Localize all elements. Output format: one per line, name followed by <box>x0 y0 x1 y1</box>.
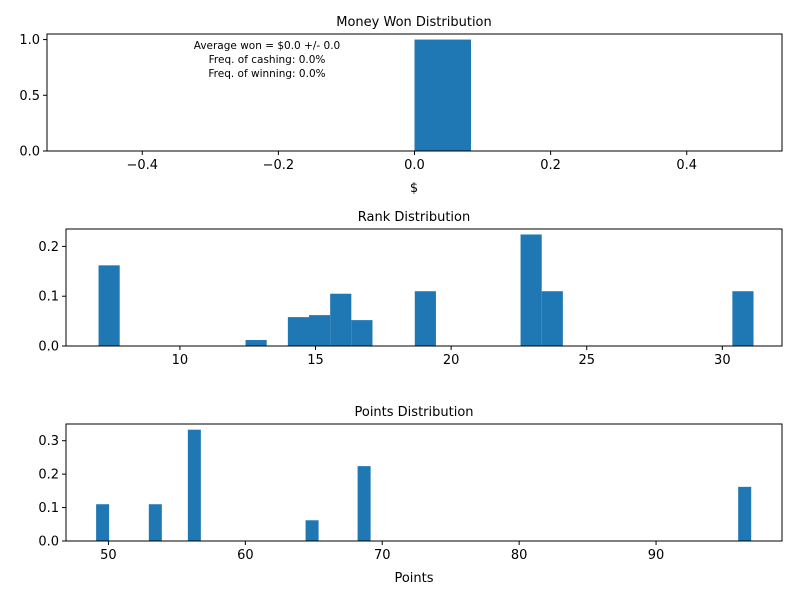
money-won-xtick-label-0: −0.4 <box>126 158 158 173</box>
points-bar-3 <box>305 520 319 541</box>
points-title: Points Distribution <box>354 405 473 420</box>
rank-xtick-label-0: 10 <box>172 353 189 368</box>
rank-bar-1 <box>245 340 267 346</box>
money-won-xtick-label-3: 0.2 <box>540 158 561 173</box>
rank-xtick-label-3: 25 <box>578 353 595 368</box>
points-xtick-label-0: 50 <box>100 548 117 563</box>
money-won-annotation-average: Average won = $0.0 +/- 0.0 <box>194 40 340 52</box>
points-xtick-label-1: 60 <box>237 548 254 563</box>
points-bar-5 <box>738 486 752 541</box>
points-chart: Points Distribution 50 60 70 80 90 0.0 0.1 0.2 0… <box>38 405 783 586</box>
money-won-ytick-label-0: 0.0 <box>19 145 40 160</box>
money-won-annotation-cashing: Freq. of cashing: 0.0% <box>209 54 326 66</box>
rank-bar-5 <box>351 320 373 346</box>
rank-bar-4 <box>330 293 352 346</box>
rank-bar-2 <box>287 317 310 346</box>
points-axes-frame <box>65 423 783 542</box>
points-bar-4 <box>357 466 371 541</box>
rank-ytick-label-1: 0.1 <box>38 290 59 305</box>
points-bar-1 <box>148 504 162 541</box>
rank-bar-3 <box>309 315 331 346</box>
rank-chart: Rank Distribution 10 15 20 25 30 0.0 0.1 0.2 <box>38 210 783 368</box>
points-ytick-label-0: 0.0 <box>38 535 59 550</box>
points-ytick-label-2: 0.2 <box>38 468 59 483</box>
points-xlabel: Points <box>394 571 433 586</box>
money-won-title: Money Won Distribution <box>336 15 492 30</box>
money-won-axes-frame <box>46 33 783 152</box>
rank-bar-0 <box>98 265 120 346</box>
rank-title: Rank Distribution <box>358 210 470 225</box>
rank-ytick-label-0: 0.0 <box>38 340 59 355</box>
points-xtick-label-3: 80 <box>511 548 528 563</box>
points-bar-2 <box>187 429 201 541</box>
rank-axes-frame <box>65 228 783 347</box>
money-won-bars <box>414 39 471 152</box>
rank-bar-8 <box>541 291 563 346</box>
points-bars <box>96 429 752 541</box>
money-won-xtick-label-2: 0.0 <box>404 158 425 173</box>
rank-xtick-label-2: 20 <box>443 353 460 368</box>
rank-bar-6 <box>414 291 436 346</box>
rank-ticks: 10 15 20 25 30 0.0 0.1 0.2 <box>38 240 730 368</box>
rank-xtick-label-1: 15 <box>307 353 324 368</box>
money-won-xtick-label-4: 0.4 <box>676 158 697 173</box>
rank-xtick-label-4: 30 <box>714 353 731 368</box>
money-won-ytick-label-2: 1.0 <box>19 33 40 48</box>
rank-ytick-label-2: 0.2 <box>38 240 59 255</box>
money-won-xtick-label-1: −0.2 <box>263 158 295 173</box>
rank-bars <box>98 234 754 346</box>
money-won-annotation-winning: Freq. of winning: 0.0% <box>208 68 325 80</box>
money-won-ytick-label-1: 0.5 <box>19 89 40 104</box>
money-won-bar-0 <box>414 39 471 152</box>
points-xtick-label-4: 90 <box>648 548 665 563</box>
money-won-ticks: −0.4 −0.2 0.0 0.2 0.4 0.0 0.5 1.0 <box>19 33 697 173</box>
points-ticks: 50 60 70 80 90 0.0 0.1 0.2 0.3 <box>38 434 664 563</box>
points-ytick-label-1: 0.1 <box>38 501 59 516</box>
points-bar-0 <box>96 504 110 541</box>
points-xtick-label-2: 70 <box>374 548 391 563</box>
money-won-chart: Money Won Distribution −0.4 −0.2 0.0 0.2 0.4… <box>19 15 783 196</box>
money-won-xlabel: $ <box>410 181 418 196</box>
rank-bar-9 <box>732 291 754 346</box>
rank-bar-7 <box>520 234 542 346</box>
points-ytick-label-3: 0.3 <box>38 434 59 449</box>
